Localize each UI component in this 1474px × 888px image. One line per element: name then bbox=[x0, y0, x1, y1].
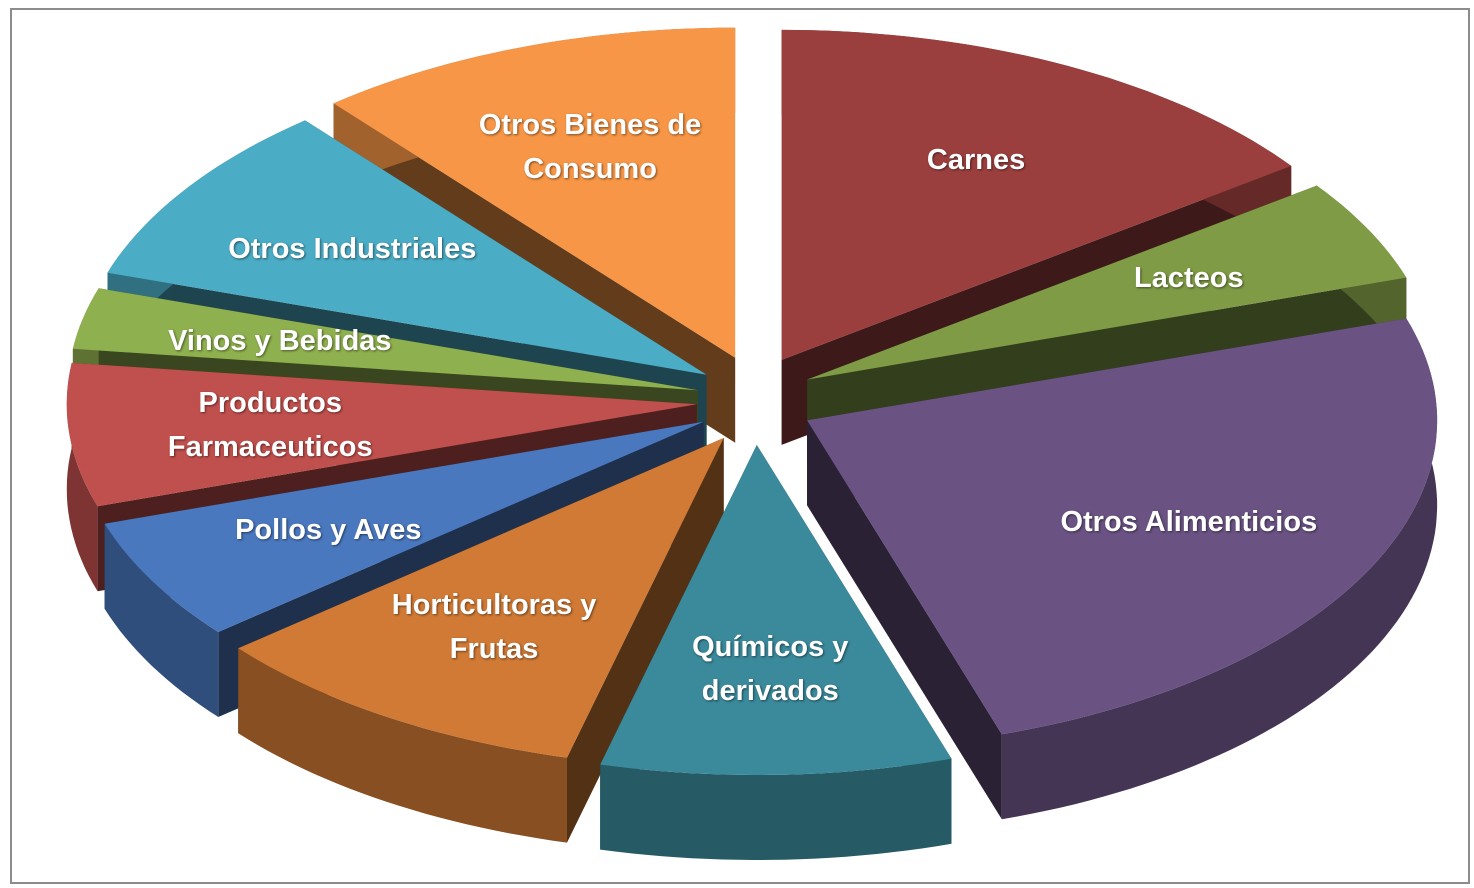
slice-side bbox=[600, 758, 952, 860]
slice-side bbox=[807, 420, 1002, 820]
slice-top bbox=[72, 288, 698, 391]
slice-label: Horticultoras y Frutas bbox=[391, 589, 597, 666]
chart-frame bbox=[10, 8, 1470, 884]
slice-label: Lacteos bbox=[1134, 261, 1244, 294]
slice-label: Carnes bbox=[926, 143, 1026, 176]
slice-label: Otros Industriales bbox=[228, 232, 477, 265]
slice-top bbox=[807, 318, 1438, 735]
slice-side bbox=[238, 648, 567, 843]
slice-top bbox=[333, 27, 736, 358]
slice-top bbox=[66, 362, 697, 507]
slice-label: Otros Bienes de Consumo bbox=[478, 108, 702, 185]
slice-top bbox=[600, 445, 952, 775]
slice-top bbox=[238, 438, 724, 758]
slice-top bbox=[107, 120, 707, 375]
slice-side bbox=[66, 362, 98, 592]
slice-label: Productos Farmaceuticos bbox=[167, 387, 373, 464]
slice-top bbox=[807, 185, 1407, 380]
slice-label: Pollos y Aves bbox=[235, 513, 422, 546]
slice-label: Otros Alimenticios bbox=[1060, 506, 1318, 539]
slice-top bbox=[104, 421, 704, 632]
slice-top bbox=[781, 29, 1292, 360]
slice bbox=[238, 438, 724, 843]
slice-side bbox=[104, 523, 219, 717]
slice-side bbox=[1001, 318, 1438, 820]
slice-label: Vinos y Bebidas bbox=[168, 325, 392, 358]
slice bbox=[807, 318, 1438, 820]
slice-label: Químicos y derivados bbox=[692, 631, 849, 708]
slice bbox=[600, 445, 952, 860]
